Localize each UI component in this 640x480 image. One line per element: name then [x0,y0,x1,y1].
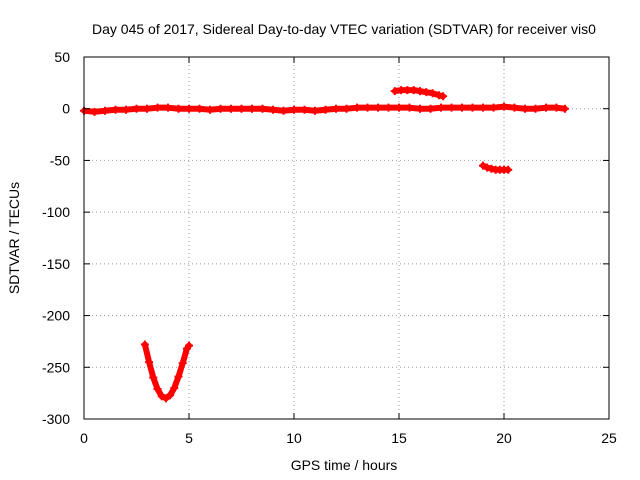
data-point [437,103,445,112]
data-point [237,104,246,113]
y-tick-label: -100 [42,204,70,220]
data-point [426,104,435,113]
data-point [504,165,513,174]
data-point [143,104,151,113]
data-point [227,104,235,113]
data-point [157,392,166,401]
data-point [145,358,154,367]
x-tick-label: 5 [185,430,193,446]
data-point [311,106,319,115]
data-point [409,86,418,95]
data-series-2 [390,86,448,101]
data-point [195,104,204,113]
data-point [390,87,399,96]
data-point [216,104,225,113]
data-point [185,341,193,350]
data-point [489,103,498,112]
data-point [353,103,361,112]
x-axis-label: GPS time / hours [291,457,398,473]
x-tick-label: 20 [496,430,512,446]
data-point [174,104,183,113]
data-point [269,105,277,114]
data-point [90,107,99,116]
data-point [363,103,372,112]
tick-layer: 0 5 10 15 20 25 50 0 -50 -100 -150 -200 -250 -300 [42,49,617,446]
data-point [111,105,120,114]
data-point [405,103,414,112]
data-point [174,372,183,381]
y-tick-label: -150 [42,256,70,272]
x-tick-label: 15 [391,430,407,446]
y-axis-label: SDTVAR / TECUs [6,182,22,294]
x-tick-label: 25 [601,430,617,446]
data-point [416,87,424,96]
y-tick-label: 50 [54,49,70,65]
data-point [342,104,351,113]
data-point [552,103,561,112]
data-series-1 [80,102,569,116]
data-point [500,102,508,111]
data-point [161,394,170,403]
y-tick-label: -300 [42,411,70,427]
data-point [248,104,256,113]
data-layer [80,86,569,403]
y-tick-label: -250 [42,359,70,375]
data-point [149,373,158,382]
chart-title: Day 045 of 2017, Sidereal Day-to-day VTE… [92,21,596,37]
data-point [434,91,443,100]
data-point [510,103,519,112]
data-point [487,164,496,173]
data-point [279,106,288,115]
data-point [170,383,179,392]
data-point [395,103,403,112]
data-point [422,88,431,97]
data-point [483,163,492,172]
data-series-4 [140,340,193,403]
data-point [531,104,540,113]
data-point [132,104,141,113]
data-point [206,105,214,114]
data-point [321,105,330,114]
data-point [332,104,340,113]
data-point [185,104,193,113]
data-point [458,103,466,112]
data-point [542,103,550,112]
data-point [560,104,569,113]
data-point [384,103,393,112]
data-point [290,105,298,114]
data-point [164,103,172,112]
y-tick-label: 0 [62,101,70,117]
y-tick-label: -50 [50,152,70,168]
data-point [101,106,109,115]
data-point [178,359,187,368]
data-point [447,103,456,112]
x-tick-label: 0 [80,430,88,446]
y-tick-label: -200 [42,308,70,324]
x-tick-label: 10 [286,430,302,446]
data-point [258,104,267,113]
data-series-3 [479,161,513,174]
data-point [166,391,175,400]
data-point [140,340,149,349]
data-point [479,161,487,170]
data-point [521,104,529,113]
data-point [300,105,309,114]
data-point [153,103,162,112]
data-point [153,385,162,394]
data-point [122,105,130,114]
plot-frame [83,56,610,420]
data-point [428,89,437,98]
data-point [439,92,448,101]
data-point [374,103,382,112]
data-point [479,103,487,112]
data-point [416,104,424,113]
data-point [468,103,477,112]
